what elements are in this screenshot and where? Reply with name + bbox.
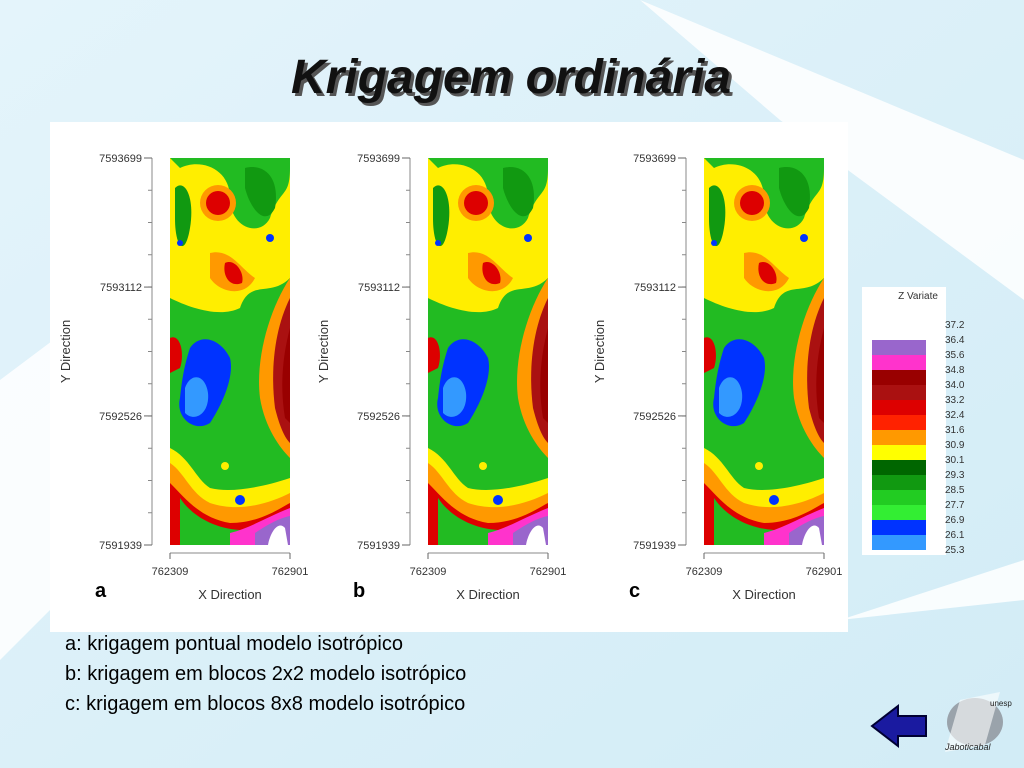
y-tick-label: 7593699: [99, 153, 142, 165]
legend-swatch: [872, 445, 926, 460]
x-axis-title: X Direction: [198, 587, 262, 602]
legend-label: 36.4: [945, 335, 965, 346]
map-image: [704, 158, 824, 545]
y-tick-label: 7593699: [357, 153, 400, 165]
legend-label: 35.6: [945, 350, 965, 361]
y-axis-title: Y Direction: [58, 320, 73, 383]
legend-label: 34.0: [945, 380, 965, 391]
x-axis-title: X Direction: [732, 587, 796, 602]
legend-swatch: [872, 475, 926, 490]
logo: unesp Jaboticabal: [944, 692, 1012, 752]
legend-title: Z Variate: [898, 291, 938, 302]
panel-letter: b: [353, 580, 365, 602]
y-tick-label: 7593112: [358, 282, 400, 294]
y-tick-label: 7592526: [633, 411, 676, 423]
panel-letter: a: [95, 580, 107, 602]
title: Krigagem ordinária: [291, 51, 731, 104]
title-shadow: Krigagem ordinária: [294, 54, 734, 107]
legend-label: 34.8: [945, 365, 965, 376]
legend-swatch: [872, 400, 926, 415]
legend-swatch: [872, 340, 926, 355]
x-tick-label: 762309: [152, 566, 189, 578]
legend-swatch: [872, 385, 926, 400]
legend-swatch: [872, 505, 926, 520]
x-tick-label: 762309: [686, 566, 723, 578]
caption: b: krigagem em blocos 2x2 modelo isotróp…: [65, 663, 466, 685]
caption: a: krigagem pontual modelo isotrópico: [65, 633, 403, 655]
legend-swatch: [872, 325, 926, 340]
legend-label: 31.6: [945, 425, 965, 436]
caption: c: krigagem em blocos 8x8 modelo isotróp…: [65, 693, 465, 715]
panel-letter: c: [629, 580, 640, 602]
decor: [0, 0, 1024, 660]
y-axis-title: Y Direction: [592, 320, 607, 383]
legend-label: 26.9: [945, 515, 965, 526]
legend-swatch: [872, 430, 926, 445]
y-tick-label: 7591939: [99, 540, 142, 552]
y-tick-label: 7593699: [633, 153, 676, 165]
legend-label: 27.7: [945, 500, 965, 511]
legend-label: 26.1: [945, 530, 965, 541]
legend-label: 30.1: [945, 455, 965, 466]
y-tick-label: 7592526: [357, 411, 400, 423]
legend-label: 33.2: [945, 395, 965, 406]
legend-swatch: [872, 355, 926, 370]
x-tick-label: 762901: [272, 566, 309, 578]
legend-label: 29.3: [945, 470, 965, 481]
map-image: [428, 158, 548, 545]
logo-text: unesp: [990, 699, 1012, 708]
y-tick-label: 7592526: [99, 411, 142, 423]
legend-label: 25.3: [945, 545, 965, 556]
x-tick-label: 762309: [410, 566, 447, 578]
legend-swatch: [872, 460, 926, 475]
y-tick-label: 7591939: [357, 540, 400, 552]
y-axis-title: Y Direction: [316, 320, 331, 383]
legend-label: 30.9: [945, 440, 965, 451]
logo-text: Jaboticabal: [944, 742, 992, 752]
legend-label: 28.5: [945, 485, 965, 496]
legend-swatch: [872, 370, 926, 385]
legend: 37.2 36.4 35.6 34.8 34.0 33.2 32.4 31.6 30.9 30.1…: [872, 320, 965, 556]
back-arrow[interactable]: [870, 703, 927, 749]
legend-label: 37.2: [945, 320, 965, 331]
y-tick-label: 7591939: [633, 540, 676, 552]
x-tick-label: 762901: [530, 566, 567, 578]
y-tick-label: 7593112: [100, 282, 142, 294]
x-axis-title: X Direction: [456, 587, 520, 602]
legend-swatch: [872, 535, 926, 550]
map-image: [170, 158, 290, 545]
legend-swatch: [872, 490, 926, 505]
maps: 7593699 7593112 7592526 7591939 762309 762901…: [58, 153, 842, 602]
y-tick-label: 7593112: [634, 282, 676, 294]
x-tick-label: 762901: [806, 566, 843, 578]
legend-label: 32.4: [945, 410, 965, 421]
legend-swatch: [872, 520, 926, 535]
legend-swatch: [872, 415, 926, 430]
